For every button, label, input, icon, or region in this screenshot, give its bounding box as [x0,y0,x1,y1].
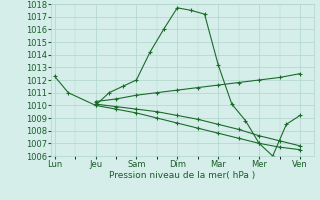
X-axis label: Pression niveau de la mer( hPa ): Pression niveau de la mer( hPa ) [109,171,256,180]
